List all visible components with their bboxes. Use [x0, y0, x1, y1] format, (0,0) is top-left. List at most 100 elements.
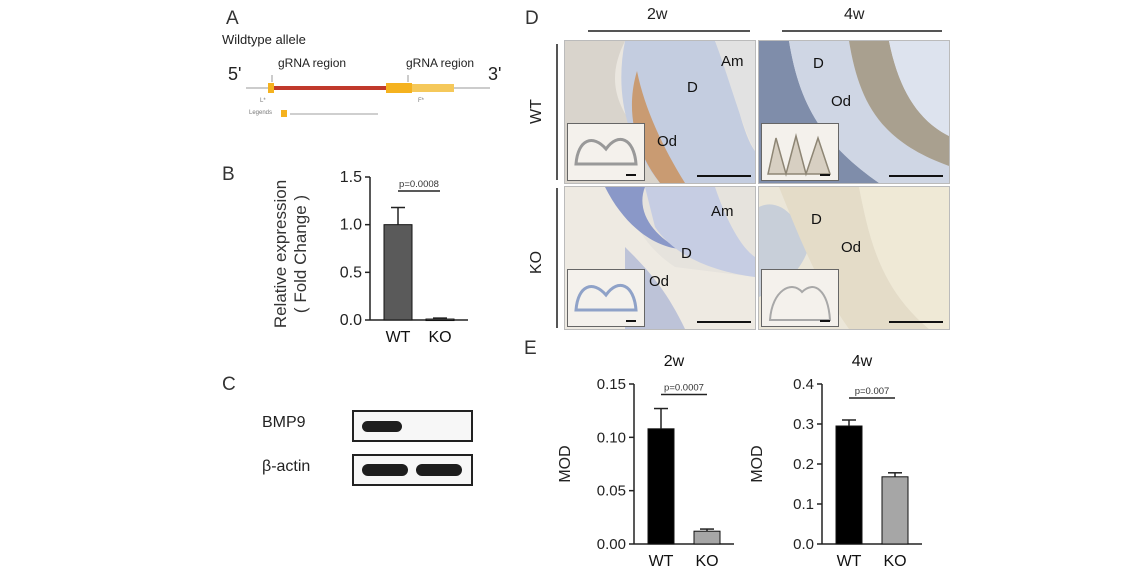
bar-e2-ko — [881, 476, 909, 545]
inset-ko-4w — [761, 269, 839, 327]
panel-letter-e: E — [524, 338, 537, 359]
column-line-2w — [588, 30, 750, 32]
p-value-label-e1: p=0.0007 — [664, 383, 704, 394]
three-prime-label: 3' — [488, 64, 502, 84]
column-label-2w: 2w — [647, 6, 668, 23]
five-prime-label: 5' — [228, 64, 242, 84]
y-tick-label-e2-3: 0.3 — [793, 416, 814, 433]
category-label-b-0: WT — [386, 329, 411, 346]
column-line-4w — [782, 30, 942, 32]
micrograph-ko-4w: D Od — [758, 186, 950, 330]
y-tick-label-b-0: 0.0 — [340, 312, 362, 329]
chart-title-e1: 2w — [664, 353, 685, 370]
p-value-label-b: p=0.0008 — [399, 179, 439, 190]
y-axis-label-b: Relative expression — [271, 180, 290, 328]
y-tick-label-e1-0: 0.00 — [597, 536, 626, 553]
scale-bar-wt-2w — [697, 175, 751, 177]
mod-4w-chart: 4w 0.0 0.1 0.2 0.3 0.4 MOD WT KO p=0.007 — [750, 353, 922, 570]
row-label-wt: WT — [528, 99, 545, 124]
label-am-ko-2w: Am — [711, 203, 734, 220]
y-tick-label-e2-4: 0.4 — [793, 376, 814, 393]
y-tick-label-e1-2: 0.10 — [597, 429, 626, 446]
label-od-wt-2w: Od — [657, 133, 678, 150]
legend-label: Legends — [249, 110, 273, 116]
inset-scale-bar-wt-4w — [820, 174, 830, 176]
label-d-wt-4w: D — [813, 55, 824, 72]
y-tick-label-b-1: 0.5 — [340, 264, 362, 281]
site-label-right: F* — [418, 98, 425, 104]
site-label-left: L* — [260, 98, 266, 104]
column-label-4w: 4w — [844, 6, 865, 23]
legend-swatch — [281, 110, 287, 117]
bar-e2-wt — [835, 425, 863, 545]
y-tick-label-e1-1: 0.05 — [597, 483, 626, 500]
row-line-ko — [556, 188, 558, 328]
bmp9-label: BMP9 — [262, 414, 306, 431]
panel-letter-b: B — [222, 164, 235, 185]
allele-title: Wildtype allele — [222, 32, 306, 47]
y-tick-label-e2-1: 0.1 — [793, 496, 814, 513]
bar-b-wt — [383, 224, 413, 321]
bar-e1-wt — [647, 428, 675, 545]
panel-letter-c: C — [222, 374, 236, 395]
inset-scale-bar-ko-2w — [626, 320, 636, 322]
inset-wt-2w — [567, 123, 645, 181]
mod-2w-chart: 2w 0.00 0.05 0.10 0.15 MOD WT KO p=0.0007 — [557, 353, 734, 570]
y-axis-label-e2: MOD — [750, 445, 766, 482]
scale-bar-wt-4w — [889, 175, 943, 177]
relative-expression-chart: 0.0 0.5 1.0 1.5 Relative expression( Fold Ch… — [271, 169, 468, 346]
bmp9-blot — [352, 410, 473, 442]
allele-diagram: L* F* — [246, 75, 490, 104]
y-tick-label-b-2: 1.0 — [340, 217, 362, 234]
row-label-ko: KO — [528, 250, 545, 274]
inset-ko-2w — [567, 269, 645, 327]
inset-wt-4w — [761, 123, 839, 181]
micrograph-wt-2w: Am D Od — [564, 40, 756, 184]
micrograph-wt-4w: D Od — [758, 40, 950, 184]
actin-blot — [352, 454, 473, 486]
inset-tissue-wt-2w — [574, 137, 638, 166]
beta-actin-label: β-actin — [262, 458, 311, 475]
label-d-wt-2w: D — [687, 79, 698, 96]
bar-e1-ko — [693, 530, 721, 545]
deleted-region — [274, 86, 386, 90]
category-label-e1-1: KO — [695, 553, 718, 570]
inset-scale-bar-ko-4w — [820, 320, 830, 322]
actin-band-wt — [362, 464, 408, 476]
inset-tissue-ko-2w — [574, 283, 638, 312]
bmp9-band-wt — [362, 421, 402, 432]
label-od-ko-2w: Od — [649, 273, 670, 290]
y-tick-label-e1-3: 0.15 — [597, 376, 626, 393]
micrograph-ko-2w: Am D Od — [564, 186, 756, 330]
scale-bar-ko-2w — [697, 321, 751, 323]
legend-text-line — [290, 113, 378, 115]
inset-tissue-wt-4w — [767, 133, 832, 177]
y-tick-label-e2-0: 0.0 — [793, 536, 814, 553]
bar-b-ko — [425, 318, 455, 322]
label-d-ko-4w: D — [811, 211, 822, 228]
exon-1 — [268, 83, 274, 93]
chart-title-e2: 4w — [852, 353, 873, 370]
inset-tissue-ko-4w — [768, 286, 832, 321]
label-od-ko-4w: Od — [841, 239, 862, 256]
label-am-wt-2w: Am — [721, 53, 744, 70]
label-d-ko-2w: D — [681, 245, 692, 262]
p-value-label-e2: p=0.007 — [855, 386, 890, 397]
y-axis-label-e1: MOD — [557, 445, 574, 482]
category-label-e2-0: WT — [837, 553, 862, 570]
exon-3 — [412, 84, 454, 92]
y-tick-label-e2-2: 0.2 — [793, 456, 814, 473]
actin-band-ko — [416, 464, 462, 476]
category-label-e2-1: KO — [883, 553, 906, 570]
category-label-e1-0: WT — [649, 553, 674, 570]
panel-letter-d: D — [525, 8, 539, 29]
y-axis-label2-b: ( Fold Change ) — [291, 195, 310, 313]
panel-letter-a: A — [226, 8, 239, 29]
inset-scale-bar-wt-2w — [626, 174, 636, 176]
grna-region-left-label: gRNA region — [278, 56, 347, 70]
exon-2 — [386, 83, 412, 93]
category-label-b-1: KO — [428, 329, 451, 346]
y-tick-label-b-3: 1.5 — [340, 169, 362, 186]
label-od-wt-4w: Od — [831, 93, 852, 110]
row-line-wt — [556, 44, 558, 180]
